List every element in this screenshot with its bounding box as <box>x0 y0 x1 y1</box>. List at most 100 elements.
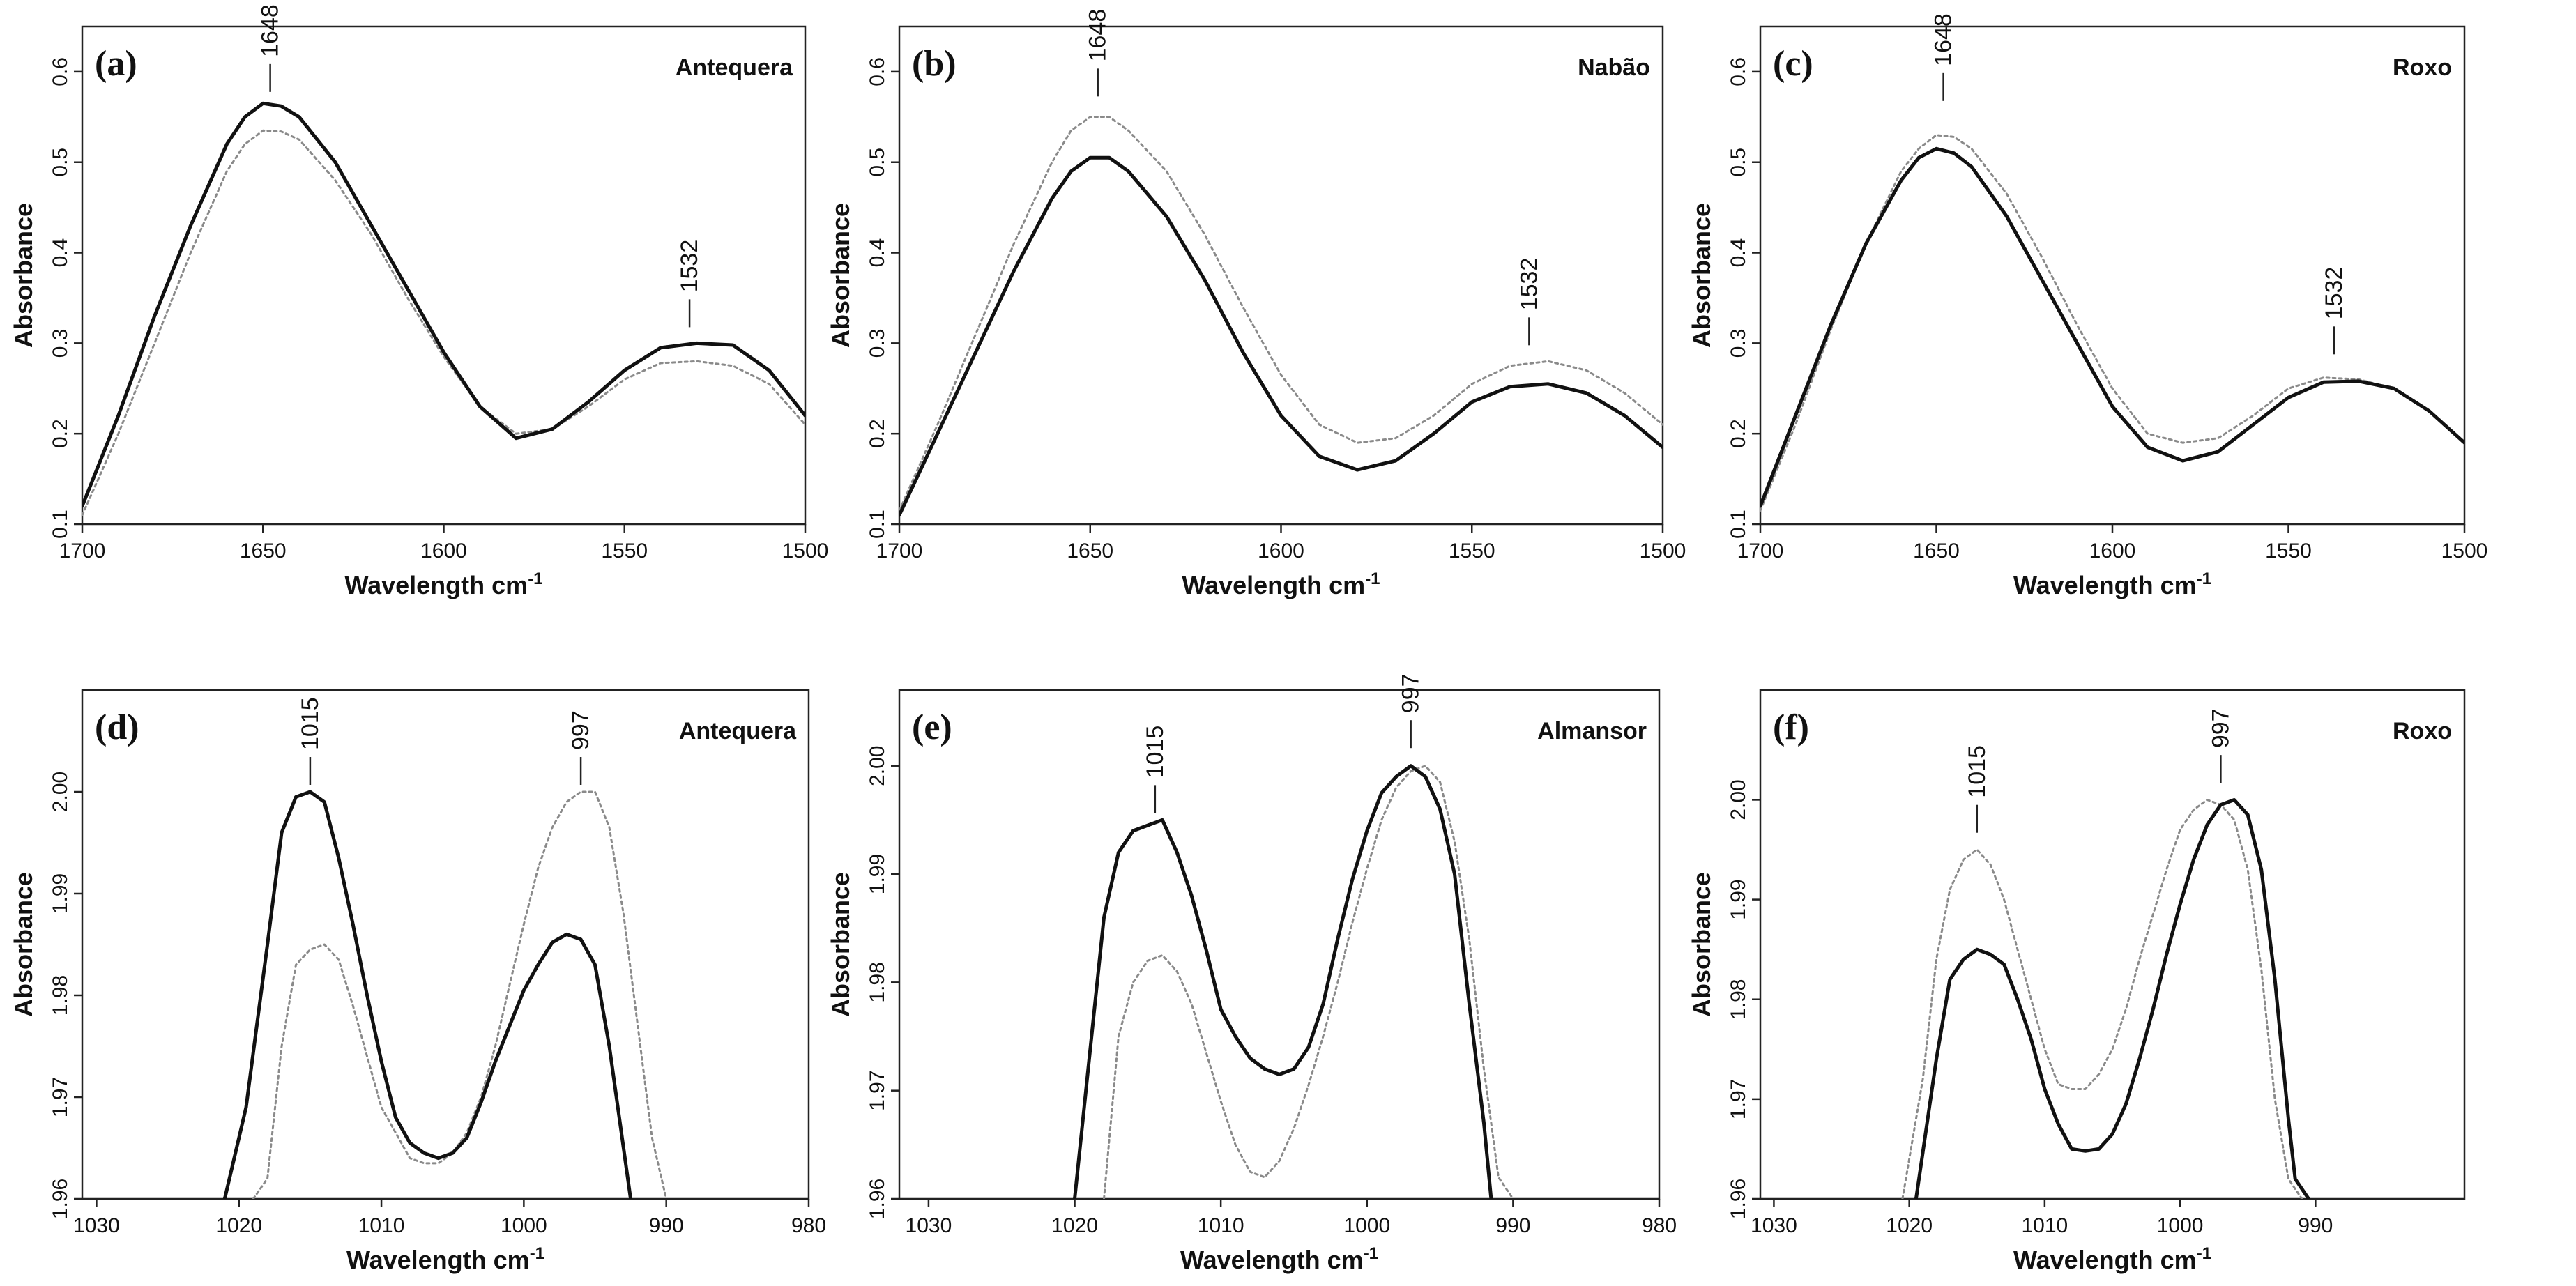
x-axis-label-superscript: -1 <box>528 569 542 588</box>
series-group <box>1901 798 2311 1199</box>
x-tick-label: 1000 <box>1343 1214 1390 1237</box>
x-tick-label: 1030 <box>906 1214 952 1237</box>
y-tick-label: 0.1 <box>1727 510 1750 539</box>
x-axis-label: Wavelength cm-1 <box>346 1244 544 1274</box>
y-tick-label: 1.99 <box>1727 879 1750 919</box>
peak-annotation-label: 1015 <box>1964 745 1990 798</box>
peak-annotation-label: 1532 <box>1516 258 1542 311</box>
y-axis-label: Absorbance <box>9 872 38 1017</box>
chart-panel-2: 1700 1650 1600 1550 1500 0.1 0.2 0.3 0.4 0.5 0.6 Wa… <box>826 9 1686 599</box>
y-tick-label: 1.99 <box>49 873 72 914</box>
chart-panel-4: 1030 1020 1010 1000 990 980 1.96 1.97 1.98 1.99 2.… <box>9 689 826 1274</box>
chart-panel-5: 1030 1020 1010 1000 990 980 1.96 1.97 1.98 1.99 2.… <box>826 673 1677 1274</box>
y-tick-label: 0.6 <box>49 57 72 86</box>
y-tick-label: 0.5 <box>866 148 889 177</box>
peak-annotation-label: 1532 <box>2321 267 2347 320</box>
series-group <box>1073 764 1514 1199</box>
x-tick-label: 1600 <box>2089 539 2136 562</box>
y-tick-label: 1.97 <box>1727 1079 1750 1119</box>
x-axis-label-superscript: -1 <box>1364 1244 1378 1263</box>
x-axis-label: Wavelength cm-1 <box>1182 569 1380 599</box>
series-line-solid <box>222 790 633 1199</box>
y-axis-label: Absorbance <box>826 872 855 1017</box>
y-tick-label: 0.2 <box>49 419 72 448</box>
y-tick-label: 0.3 <box>1727 329 1750 358</box>
series-line-dotted <box>252 790 668 1199</box>
x-tick-label: 1700 <box>876 539 923 562</box>
x-tick-label: 980 <box>791 1214 826 1237</box>
x-tick-label: 1700 <box>1737 539 1784 562</box>
x-tick-label: 1030 <box>1751 1214 1797 1237</box>
series-line-dotted <box>1760 134 2464 512</box>
panel-title: Nabão <box>1578 54 1650 81</box>
y-tick-label: 1.97 <box>49 1077 72 1117</box>
y-tick-label: 1.98 <box>49 975 72 1016</box>
x-tick-label: 1550 <box>601 539 648 562</box>
x-tick-label: 1550 <box>2265 539 2312 562</box>
y-tick-label: 0.1 <box>49 510 72 539</box>
chart-panel-3: 1700 1650 1600 1550 1500 0.1 0.2 0.3 0.4 0.5 0.6 Wa… <box>1687 13 2487 599</box>
y-tick-label: 1.99 <box>866 854 889 894</box>
x-tick-label: 980 <box>1642 1214 1677 1237</box>
panel-label: (a) <box>95 44 137 84</box>
y-tick-label: 1.98 <box>866 962 889 1002</box>
peak-annotation-label: 1015 <box>1142 726 1168 779</box>
y-axis-label: Absorbance <box>826 203 855 348</box>
y-tick-label: 1.96 <box>866 1179 889 1219</box>
x-axis-label-superscript: -1 <box>2197 569 2211 588</box>
series-group <box>82 101 805 516</box>
x-tick-label: 990 <box>649 1214 684 1237</box>
x-tick-label: 1650 <box>240 539 287 562</box>
panel-label: (d) <box>95 707 139 747</box>
x-axis-label: Wavelength cm-1 <box>2013 1244 2211 1274</box>
series-line-solid <box>899 155 1663 517</box>
panel-title: Almansor <box>1537 718 1647 744</box>
y-axis-label: Absorbance <box>1687 872 1716 1017</box>
plot-frame <box>898 689 1661 1200</box>
x-tick-label: 1010 <box>358 1214 405 1237</box>
peak-annotation-label: 1648 <box>257 4 284 57</box>
y-tick-label: 2.00 <box>1727 779 1750 820</box>
panel-title: Antequera <box>679 718 797 744</box>
y-tick-label: 1.98 <box>1727 979 1750 1020</box>
x-tick-label: 1020 <box>215 1214 262 1237</box>
y-tick-label: 0.3 <box>866 329 889 358</box>
y-tick-label: 0.4 <box>49 238 72 268</box>
series-line-solid <box>1760 146 2464 508</box>
panel-label: (f) <box>1773 707 1809 747</box>
x-tick-label: 1600 <box>420 539 467 562</box>
series-group <box>1760 134 2464 512</box>
series-line-solid <box>1914 798 2311 1199</box>
x-tick-label: 1650 <box>1913 539 1960 562</box>
plot-frame <box>1759 689 2466 1200</box>
y-tick-label: 0.3 <box>49 329 72 358</box>
x-tick-label: 1550 <box>1449 539 1495 562</box>
x-tick-label: 1000 <box>2157 1214 2204 1237</box>
x-axis-label: Wavelength cm-1 <box>344 569 542 599</box>
y-tick-label: 0.5 <box>1727 148 1750 177</box>
panel-label: (c) <box>1773 44 1813 84</box>
x-tick-label: 1010 <box>2022 1214 2068 1237</box>
x-tick-label: 1700 <box>59 539 106 562</box>
x-axis-label-superscript: -1 <box>530 1244 544 1263</box>
x-axis-label: Wavelength cm-1 <box>1180 1244 1378 1274</box>
series-line-dotted <box>899 116 1663 512</box>
chart-panel-6: 1030 1020 1010 1000 990 1.96 1.97 1.98 1.99 2.00 W… <box>1687 689 2466 1274</box>
x-tick-label: 1000 <box>501 1214 547 1237</box>
x-axis-label: Wavelength cm-1 <box>2013 569 2211 599</box>
y-tick-label: 0.5 <box>49 148 72 177</box>
series-line-dotted <box>1103 765 1514 1199</box>
y-tick-label: 0.6 <box>1727 57 1750 86</box>
y-axis-label: Absorbance <box>9 203 38 348</box>
x-axis-label-superscript: -1 <box>2197 1244 2211 1263</box>
peak-annotation-label: 1015 <box>297 697 323 750</box>
x-tick-label: 1500 <box>782 539 829 562</box>
series-group <box>899 116 1663 517</box>
peak-annotation-label: 1648 <box>1085 9 1111 62</box>
y-tick-label: 0.4 <box>1727 238 1750 268</box>
panel-title: Roxo <box>2393 718 2452 744</box>
y-tick-label: 0.6 <box>866 57 889 86</box>
x-tick-label: 1600 <box>1258 539 1304 562</box>
